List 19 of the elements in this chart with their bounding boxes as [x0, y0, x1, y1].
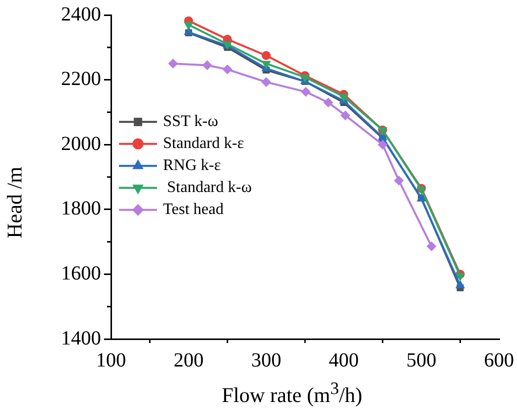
- legend-label: RNG k-ε: [163, 157, 222, 174]
- x-tick-label: 100: [96, 349, 126, 372]
- x-tick-label: 200: [174, 349, 204, 372]
- legend-label: Standard k-ε: [163, 135, 244, 152]
- x-axis-title: Flow rate (m$^{3}$/h): [220, 378, 364, 408]
- y-axis-title: Head /m: [2, 166, 28, 240]
- x-tick-label: 300: [251, 349, 282, 372]
- x-tick-label: 600: [484, 349, 514, 372]
- y-tick-label: 1400: [61, 327, 101, 350]
- legend-label: SST k-ω: [163, 113, 218, 130]
- x-tick-label: 500: [406, 349, 436, 372]
- x-tick-label: 400: [328, 349, 359, 372]
- y-tick-label: 1600: [61, 262, 101, 284]
- y-tick-label: 2200: [61, 68, 101, 90]
- y-tick-label: 2000: [61, 132, 101, 155]
- y-tick-label: 2400: [61, 3, 101, 26]
- legend-label: Standard k-ω: [163, 179, 252, 196]
- y-tick-label: 1800: [61, 198, 101, 220]
- legend-label: Test head: [163, 201, 224, 218]
